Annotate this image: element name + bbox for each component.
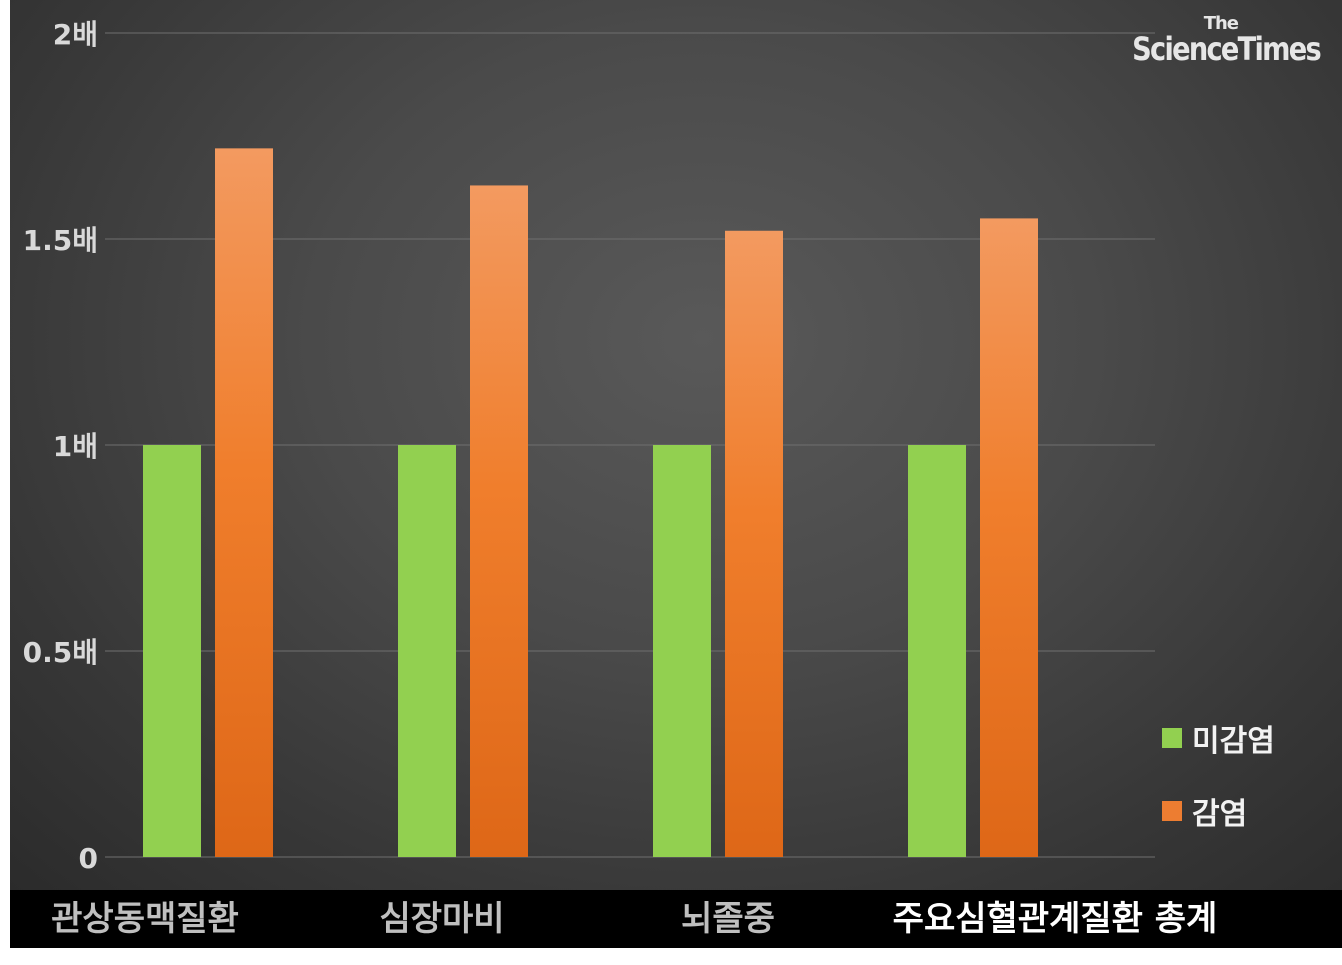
legend-item-uninfected: 미감염: [1162, 723, 1275, 759]
y-tick-label: 1배: [53, 430, 98, 463]
bar-uninfected: [398, 445, 456, 857]
y-tick-label: 0.5배: [23, 636, 98, 669]
category-label-strip: 관상동맥질환 심장마비 뇌졸중 주요심혈관계질환 총계: [10, 890, 1342, 948]
y-tick-label: 2배: [53, 18, 98, 51]
chart-area: 0 0.5배 1배 1.5배 2배 The ScienceTimes: [10, 0, 1342, 890]
legend-label-infected: 감염: [1192, 797, 1248, 832]
legend-item-infected: 감염: [1162, 796, 1247, 832]
legend-label-uninfected: 미감염: [1192, 724, 1275, 759]
bar-uninfected: [143, 445, 201, 857]
category-label: 관상동맥질환: [51, 899, 239, 939]
y-tick-label: 1.5배: [23, 224, 98, 257]
bar-infected: [215, 148, 273, 858]
bar-uninfected: [653, 445, 711, 857]
logo-the: The: [1203, 13, 1239, 34]
bar-infected: [725, 230, 783, 857]
y-tick-label: 0: [79, 842, 98, 875]
bar-uninfected: [908, 445, 966, 857]
science-times-logo: The ScienceTimes: [1099, 13, 1322, 68]
category-label: 주요심혈관계질환 총계: [892, 899, 1218, 939]
category-label: 뇌졸중: [681, 899, 775, 939]
bar-infected: [980, 218, 1038, 857]
bar-infected: [470, 185, 528, 857]
category-label: 심장마비: [379, 899, 505, 939]
logo-sciencetimes: ScienceTimes: [1132, 30, 1322, 68]
bar-chart: 0 0.5배 1배 1.5배 2배: [23, 18, 1155, 875]
legend-swatch-uninfected: [1162, 728, 1182, 748]
legend-swatch-infected: [1162, 801, 1182, 821]
